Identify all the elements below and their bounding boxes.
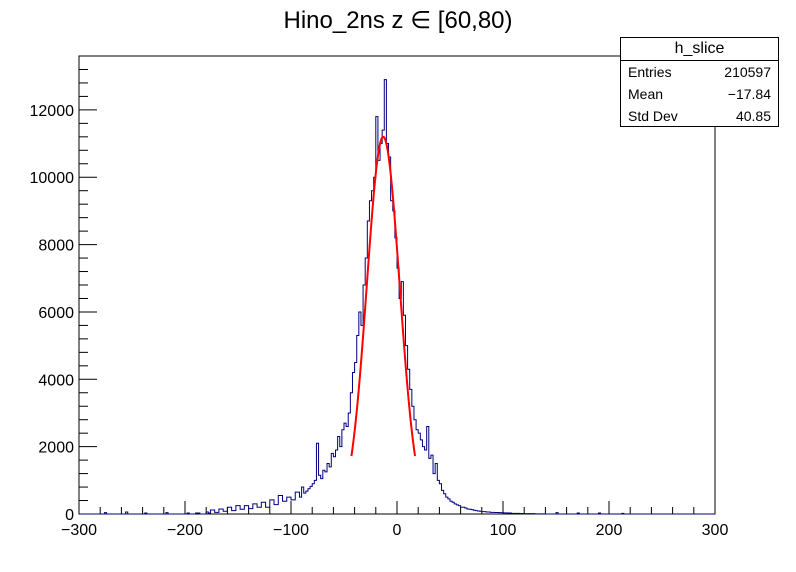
stats-value: 210597 xyxy=(724,64,771,80)
x-tick-label: 100 xyxy=(490,522,517,539)
x-tick-label: 200 xyxy=(596,522,623,539)
y-tick-label: 12000 xyxy=(30,103,75,120)
y-tick-label: 4000 xyxy=(38,372,74,389)
stats-label: Entries xyxy=(628,64,672,80)
x-tick-label: −300 xyxy=(61,522,97,539)
stats-value: −17.84 xyxy=(727,86,771,102)
stats-label: Mean xyxy=(628,86,664,102)
y-tick-label: 2000 xyxy=(38,440,74,457)
x-tick-label: 0 xyxy=(393,522,402,539)
stats-row-stddev: Std Dev 40.85 xyxy=(621,105,778,127)
y-tick-label: 6000 xyxy=(38,305,74,322)
stats-row-entries: Entries 210597 xyxy=(621,61,778,83)
chart-title: Hino_2ns z ∈ [60,80) xyxy=(283,7,513,34)
histogram-series xyxy=(79,79,715,515)
stats-label: Std Dev xyxy=(628,108,678,124)
x-tick-label: −200 xyxy=(167,522,203,539)
y-tick-label: 0 xyxy=(65,507,74,524)
y-tick-label: 8000 xyxy=(38,238,74,255)
histogram-step-line xyxy=(79,79,715,515)
x-tick-label: −100 xyxy=(273,522,309,539)
stats-box: h_slice Entries 210597 Mean −17.84 Std D… xyxy=(620,37,779,127)
stats-value: 40.85 xyxy=(735,108,771,124)
x-tick-label: 300 xyxy=(702,522,729,539)
gaussian-fit-line xyxy=(350,135,417,457)
y-tick-label: 10000 xyxy=(30,170,75,187)
stats-row-mean: Mean −17.84 xyxy=(621,83,778,105)
axis-ticks: −300 −200 −100 0 100 200 300 0 2000 4000 6000 8000 1… xyxy=(30,55,729,539)
stats-title: h_slice xyxy=(621,38,778,61)
